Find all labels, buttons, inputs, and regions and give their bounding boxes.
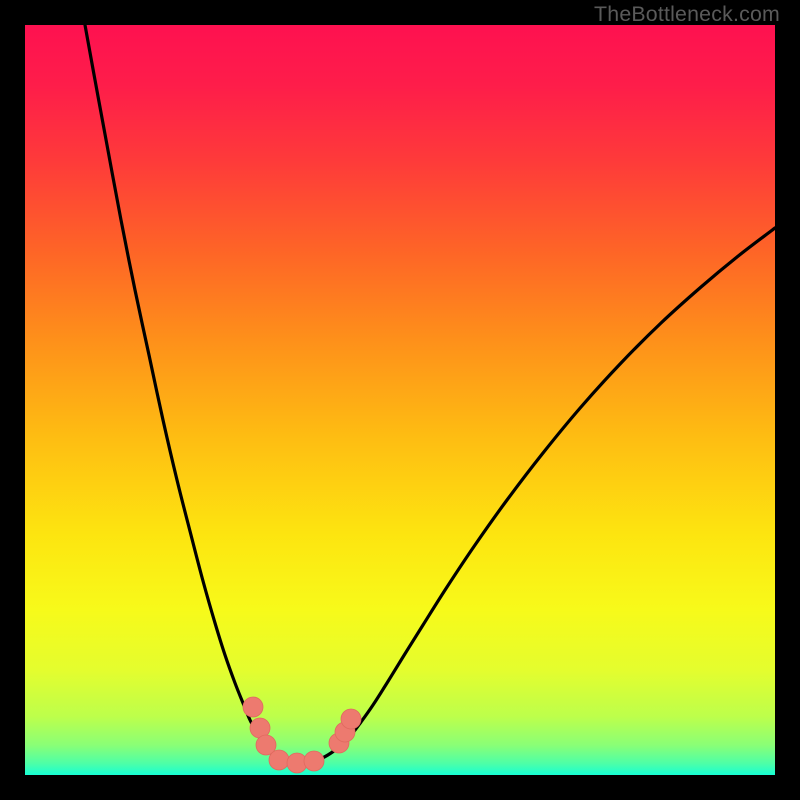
watermark-text: TheBottleneck.com bbox=[594, 2, 780, 27]
marker-point bbox=[269, 750, 289, 770]
marker-point bbox=[243, 697, 263, 717]
marker-point bbox=[304, 751, 324, 771]
marker-point bbox=[341, 709, 361, 729]
bottleneck-chart bbox=[25, 25, 775, 775]
